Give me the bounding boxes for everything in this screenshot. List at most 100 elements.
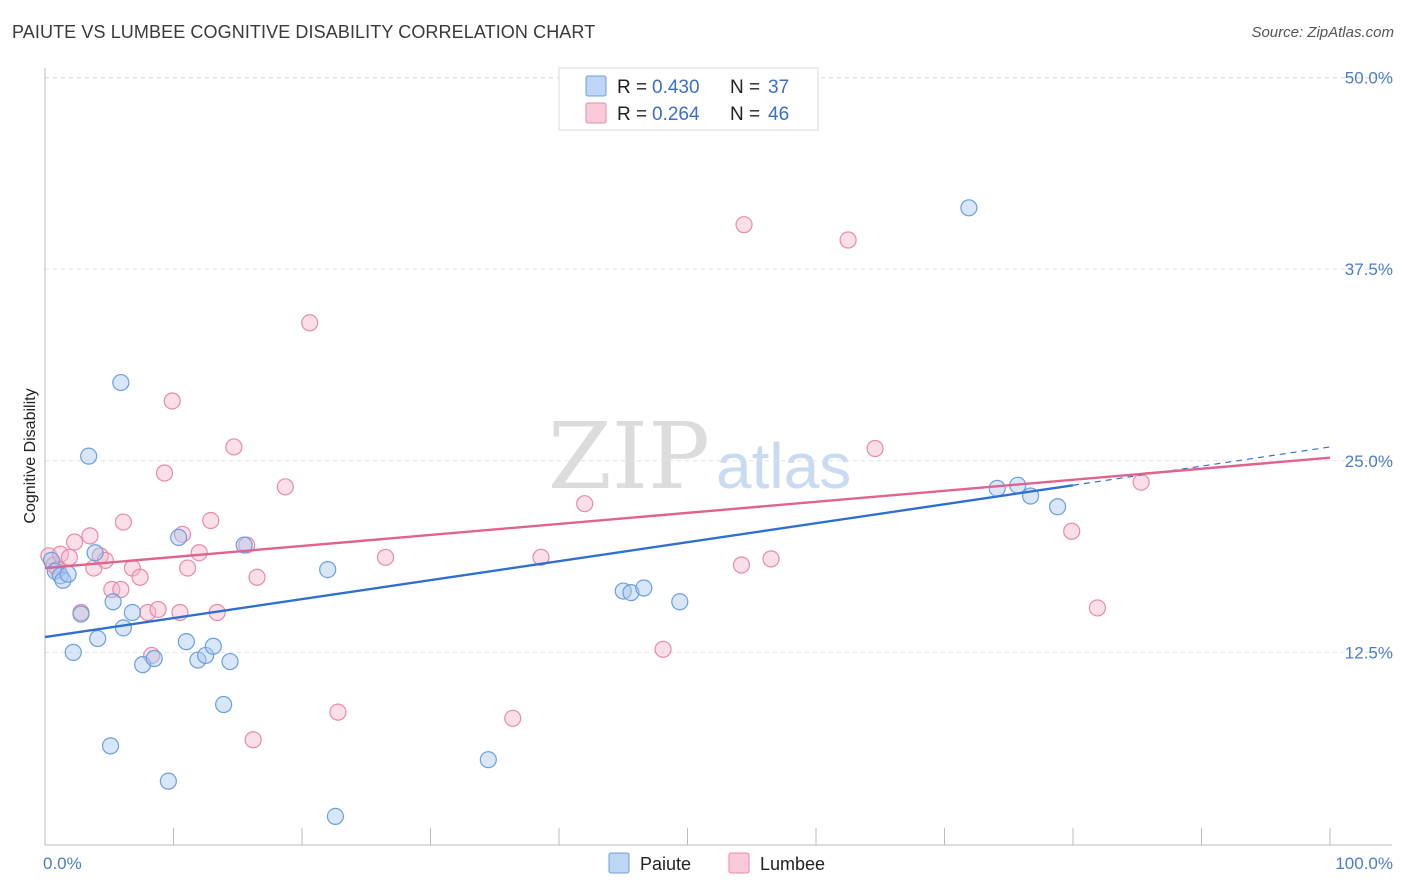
data-point-lumbee [301, 314, 319, 332]
legend-n-label: N = [730, 104, 760, 125]
data-point-paiute [671, 593, 689, 611]
data-point-paiute [326, 807, 345, 826]
data-point-paiute [204, 637, 222, 655]
data-point-lumbee [329, 703, 347, 721]
x-tick-labels: 0.0% 100.0% [43, 854, 1393, 873]
y-tick-label: 50.0% [1345, 69, 1393, 88]
data-point-paiute [177, 633, 195, 651]
data-point-paiute [235, 536, 253, 554]
data-point-lumbee [244, 731, 262, 749]
trend-line-paiute-extension [1072, 446, 1331, 486]
data-point-paiute [479, 751, 497, 769]
axes [44, 68, 1392, 846]
bottom-legend-swatch-paiute [608, 852, 630, 874]
data-point-paiute [86, 544, 104, 562]
trend-lines [44, 446, 1331, 639]
data-point-paiute [104, 593, 122, 611]
data-point-paiute [145, 649, 163, 668]
data-point-paiute [170, 528, 188, 547]
data-point-lumbee [532, 548, 550, 566]
data-point-paiute [159, 772, 177, 790]
data-point-paiute [112, 373, 130, 392]
data-point-lumbee [866, 439, 884, 458]
x-tick-label: 100.0% [1335, 854, 1393, 873]
legend-r-value: 0.430 [652, 77, 700, 98]
data-point-lumbee [1088, 599, 1107, 617]
bottom-legend-label-paiute: Paiute [640, 854, 691, 874]
data-point-lumbee [248, 568, 266, 586]
data-point-lumbee [654, 640, 672, 658]
series-legend: Paiute Lumbee [608, 852, 825, 874]
data-point-paiute [319, 560, 337, 579]
legend-r-label: R = [617, 77, 647, 98]
y-tick-labels: 12.5% 25.0% 37.5% 50.0% [1345, 69, 1393, 663]
y-tick-label: 37.5% [1345, 260, 1393, 279]
data-point-lumbee [51, 545, 70, 563]
bottom-legend-label-lumbee: Lumbee [760, 854, 825, 874]
data-point-lumbee [225, 438, 243, 456]
data-point-lumbee [190, 544, 208, 562]
legend-n-label: N = [730, 77, 760, 98]
data-points [40, 199, 1150, 826]
data-point-lumbee [103, 580, 121, 599]
legend-n-value: 37 [768, 77, 789, 98]
data-point-paiute [80, 447, 98, 465]
data-point-lumbee [276, 478, 294, 496]
legend-r-value: 0.264 [652, 104, 700, 125]
y-tick-label: 25.0% [1345, 452, 1393, 471]
data-point-lumbee [504, 709, 522, 727]
grid-lines [45, 77, 1392, 653]
data-point-paiute [988, 479, 1006, 497]
data-point-lumbee [839, 231, 857, 249]
data-point-lumbee [179, 559, 197, 577]
data-point-lumbee [155, 464, 174, 482]
legend-n-value: 46 [768, 104, 789, 125]
data-point-lumbee [114, 513, 132, 531]
legend-swatch-lumbee [585, 102, 607, 124]
data-point-paiute [635, 579, 653, 597]
data-point-paiute [1048, 498, 1067, 516]
data-point-lumbee [735, 216, 753, 234]
data-point-paiute [72, 605, 90, 623]
trend-line-paiute [44, 484, 1074, 639]
x-tick-label: 0.0% [43, 854, 82, 873]
data-point-lumbee [376, 548, 395, 566]
y-tick-label: 12.5% [1345, 643, 1393, 662]
data-point-lumbee [143, 646, 161, 665]
y-axis-title: Cognitive Disability [22, 388, 39, 523]
data-point-paiute [221, 652, 239, 671]
data-point-paiute [101, 737, 120, 755]
legend-swatch-paiute [585, 75, 607, 97]
data-point-paiute [960, 199, 978, 217]
correlation-legend: R = 0.430 N = 37 R = 0.264 N = 46 [558, 67, 819, 131]
data-point-lumbee [762, 550, 780, 568]
data-point-lumbee [1063, 522, 1081, 540]
data-point-lumbee [732, 556, 751, 574]
data-point-paiute [64, 643, 82, 661]
data-point-paiute [123, 603, 141, 622]
watermark-atlas: atlas [716, 430, 851, 502]
data-point-lumbee [576, 495, 594, 513]
watermark-zip: ZIP [548, 403, 710, 510]
data-point-paiute [114, 619, 132, 637]
data-point-lumbee [112, 580, 130, 599]
data-point-lumbee [149, 600, 167, 619]
legend-r-label: R = [617, 104, 647, 125]
data-point-paiute [59, 565, 77, 583]
source-label: Source: ZipAtlas.com [1251, 24, 1394, 41]
data-point-paiute [215, 695, 233, 714]
watermark: ZIP atlas [548, 403, 851, 510]
bottom-legend-swatch-lumbee [728, 852, 750, 874]
chart-title: PAIUTE VS LUMBEE COGNITIVE DISABILITY CO… [12, 22, 596, 42]
data-point-paiute [89, 629, 107, 648]
data-point-lumbee [131, 568, 149, 586]
data-point-lumbee [60, 548, 79, 566]
trend-line-lumbee [44, 456, 1331, 570]
data-point-lumbee [202, 511, 220, 530]
data-point-lumbee [81, 527, 99, 545]
data-point-lumbee [65, 533, 84, 551]
data-point-paiute [622, 583, 640, 602]
data-point-lumbee [1132, 473, 1150, 491]
data-point-lumbee [163, 392, 181, 410]
